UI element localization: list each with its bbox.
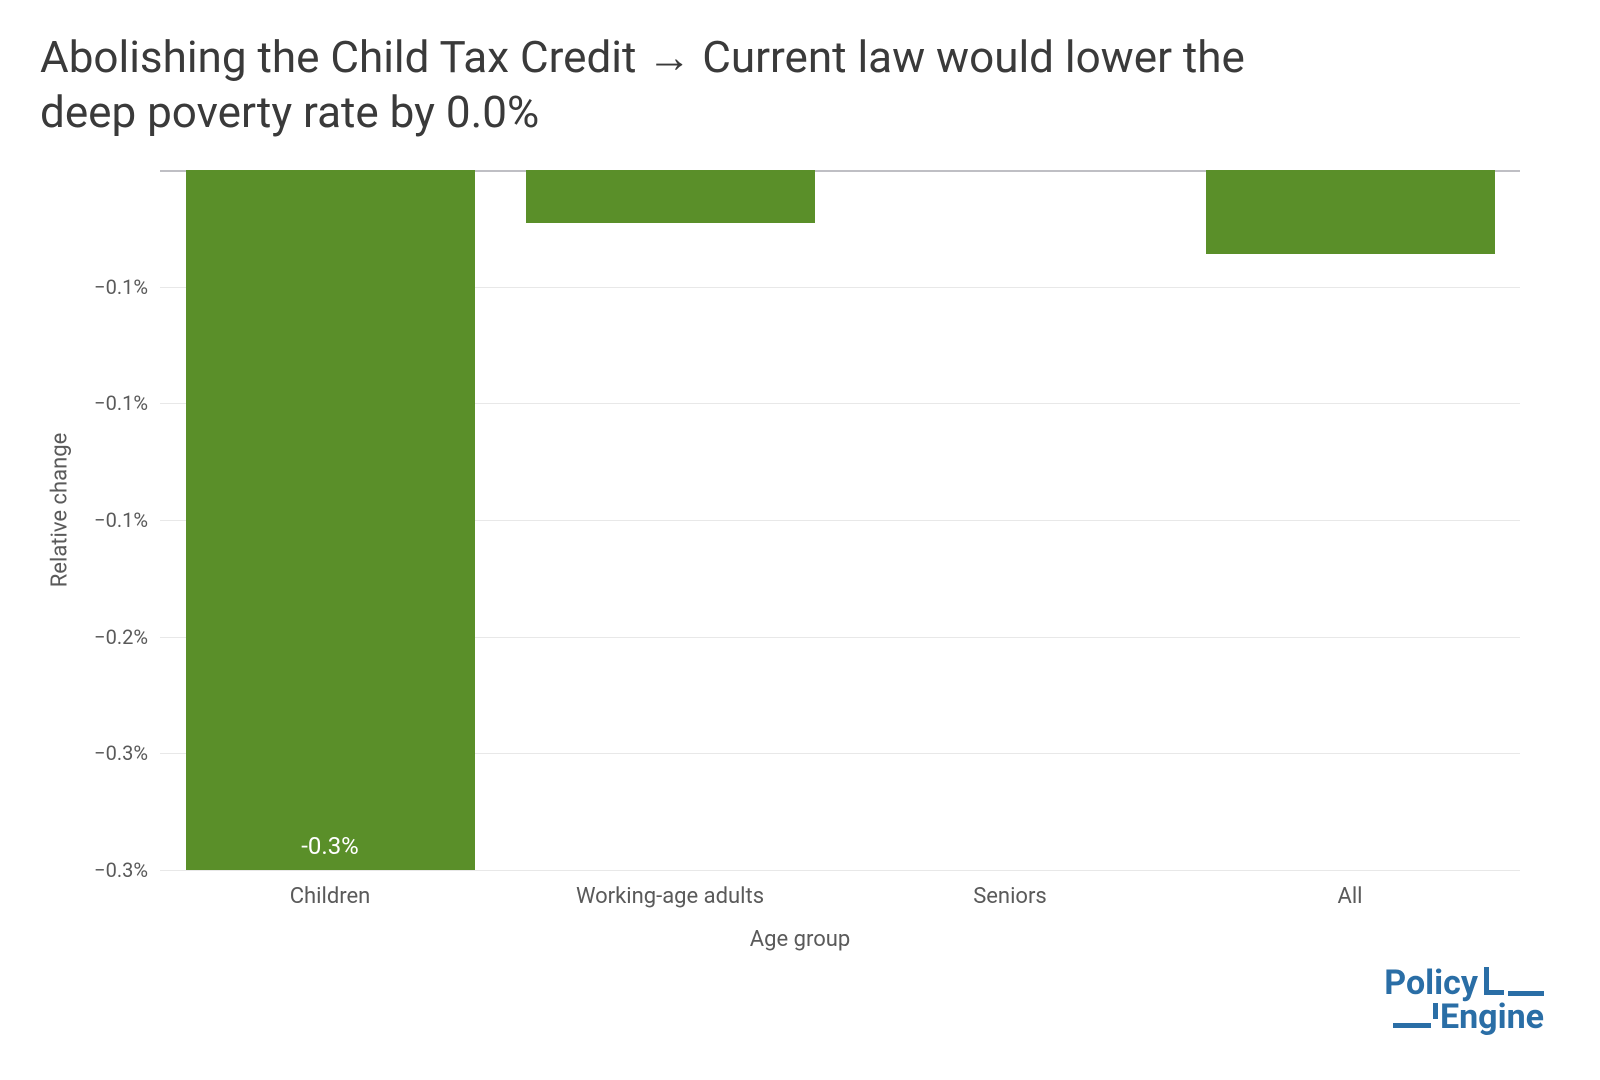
bar: -0.3% [186,170,475,870]
y-tick-label: −0.3% [94,858,148,882]
brand-line2: Engine [1440,1000,1544,1034]
bar-value-label: -0.0% [641,229,699,257]
y-tick-label: −0.3% [94,741,148,765]
x-axis-title: Age group [750,927,850,952]
bar: -0.0% [526,170,815,223]
y-axis-title: Relative change [48,433,73,588]
brand-tick-icon [1433,1003,1438,1019]
bar-value-label: -0.0% [1321,260,1379,288]
chart-zone: Relative change −0.1%−0.1%−0.1%−0.2%−0.3… [40,170,1560,950]
brand-logo: Policy Engine [1384,966,1544,1034]
brand-line2-row: Engine [1384,1000,1544,1034]
category-label: Working-age adults [576,884,764,909]
y-tick-label: −0.1% [94,275,148,299]
brand-l-shape-icon [1484,967,1504,995]
y-tick-label: −0.2% [94,625,148,649]
chart-title: Abolishing the Child Tax Credit → Curren… [40,30,1340,140]
y-tick-label: −0.1% [94,508,148,532]
plot-area: −0.1%−0.1%−0.1%−0.2%−0.3%−0.3%-0.3%Child… [160,170,1520,870]
brand-line1-row: Policy [1384,966,1544,1000]
chart-container: Abolishing the Child Tax Credit → Curren… [0,0,1600,1080]
brand-line1: Policy [1384,966,1478,1000]
category-label: Children [290,884,371,909]
grid-line [160,870,1520,871]
brand-underline-icon [1508,991,1544,996]
bar: -0.0% [1206,170,1495,254]
category-label: Seniors [973,884,1047,909]
y-tick-label: −0.1% [94,391,148,415]
bar-value-label: -0.3% [301,832,359,860]
category-label: All [1337,884,1362,909]
brand-underline2-icon [1393,1023,1431,1028]
